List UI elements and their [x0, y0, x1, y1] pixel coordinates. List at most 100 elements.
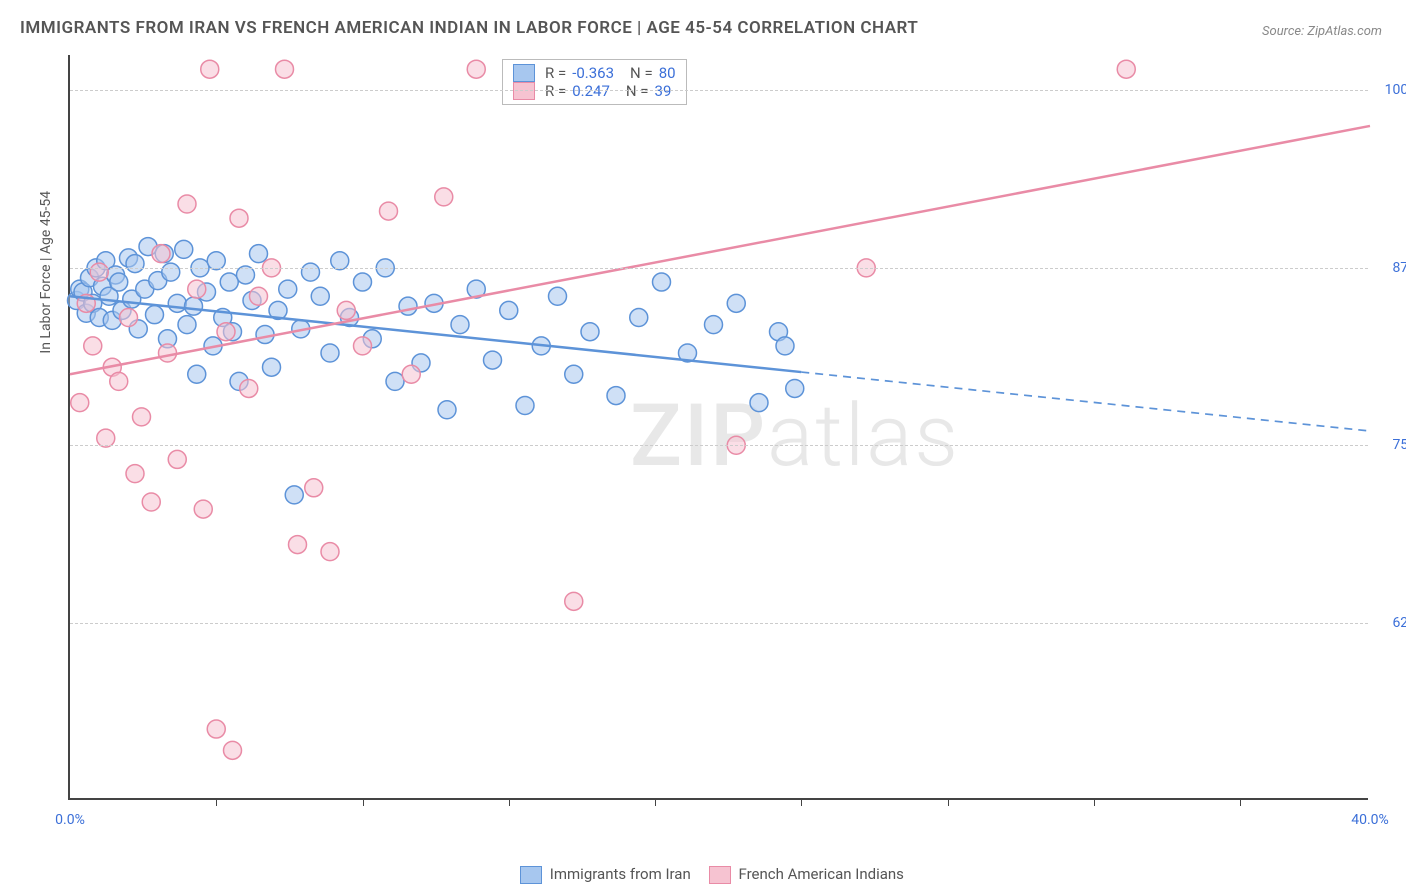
data-point: [750, 394, 768, 412]
data-point: [435, 188, 453, 206]
n-value: 80: [659, 64, 676, 82]
legend-swatch: [709, 866, 731, 884]
ytick-label: 62.5%: [1372, 615, 1406, 631]
legend-label: Immigrants from Iran: [546, 865, 691, 883]
data-point: [399, 297, 417, 315]
legend-swatch: [520, 866, 542, 884]
gridline: [70, 90, 1368, 91]
data-point: [279, 280, 297, 298]
data-point: [1117, 60, 1135, 78]
data-point: [201, 60, 219, 78]
data-point: [500, 301, 518, 319]
gridline: [70, 623, 1368, 624]
data-point: [289, 536, 307, 554]
data-point: [380, 202, 398, 220]
data-point: [152, 245, 170, 263]
data-point: [302, 263, 320, 281]
data-point: [178, 195, 196, 213]
data-point: [168, 450, 186, 468]
data-point: [194, 500, 212, 518]
page-title: IMMIGRANTS FROM IRAN VS FRENCH AMERICAN …: [20, 18, 918, 38]
data-point: [250, 287, 268, 305]
data-point: [581, 323, 599, 341]
plot-area: ZIPatlas R =-0.363N =80R =0.247N =39 62.…: [68, 55, 1368, 800]
legend-row: R = -0.363 N = 80: [513, 64, 676, 82]
data-point: [727, 294, 745, 312]
data-point: [168, 294, 186, 312]
ytick-label: 87.5%: [1372, 260, 1406, 276]
xtick: [363, 798, 364, 806]
data-point: [84, 337, 102, 355]
xtick: [1240, 798, 1241, 806]
xtick: [509, 798, 510, 806]
data-point: [263, 358, 281, 376]
xtick-label: 0.0%: [55, 812, 85, 828]
data-point: [565, 592, 583, 610]
correlation-legend: R =-0.363N =80R =0.247N =39: [502, 59, 687, 105]
data-point: [438, 401, 456, 419]
regression-line-extrapolated: [801, 372, 1370, 431]
data-point: [71, 394, 89, 412]
data-point: [110, 372, 128, 390]
data-point: [90, 263, 108, 281]
y-axis-label: In Labor Force | Age 45-54: [38, 191, 54, 354]
data-point: [185, 297, 203, 315]
data-point: [146, 306, 164, 324]
data-point: [321, 344, 339, 362]
data-point: [516, 397, 534, 415]
data-point: [133, 408, 151, 426]
data-point: [451, 316, 469, 334]
legend-swatch: [513, 64, 535, 82]
gridline: [70, 445, 1368, 446]
data-point: [630, 309, 648, 327]
data-point: [188, 280, 206, 298]
data-point: [484, 351, 502, 369]
source-label: Source: ZipAtlas.com: [1262, 24, 1382, 39]
r-value: -0.363: [572, 64, 614, 82]
xtick: [655, 798, 656, 806]
data-point: [126, 465, 144, 483]
data-point: [565, 365, 583, 383]
data-point: [207, 720, 225, 738]
data-point: [467, 60, 485, 78]
data-point: [159, 344, 177, 362]
xtick: [1094, 798, 1095, 806]
data-point: [256, 326, 274, 344]
data-point: [305, 479, 323, 497]
data-point: [786, 379, 804, 397]
xtick: [216, 798, 217, 806]
data-point: [220, 273, 238, 291]
data-point: [120, 309, 138, 327]
ytick-label: 100.0%: [1372, 82, 1406, 98]
gridline: [70, 268, 1368, 269]
data-point: [321, 543, 339, 561]
data-point: [162, 263, 180, 281]
r-label: R =: [545, 64, 566, 82]
series-legend: Immigrants from Iran French American Ind…: [0, 865, 1406, 884]
data-point: [126, 255, 144, 273]
data-point: [354, 273, 372, 291]
data-point: [276, 60, 294, 78]
data-point: [354, 337, 372, 355]
data-point: [402, 365, 420, 383]
data-point: [653, 273, 671, 291]
data-point: [188, 365, 206, 383]
chart-container: In Labor Force | Age 45-54 ZIPatlas R =-…: [48, 55, 1388, 815]
xtick: [948, 798, 949, 806]
chart-svg: [70, 55, 1368, 798]
data-point: [240, 379, 258, 397]
data-point: [776, 337, 794, 355]
data-point: [250, 245, 268, 263]
data-point: [217, 323, 235, 341]
data-point: [178, 316, 196, 334]
n-label: N =: [630, 64, 653, 82]
data-point: [110, 273, 128, 291]
data-point: [285, 486, 303, 504]
data-point: [142, 493, 160, 511]
data-point: [705, 316, 723, 334]
xtick-label: 40.0%: [1351, 812, 1389, 828]
data-point: [549, 287, 567, 305]
data-point: [230, 209, 248, 227]
data-point: [607, 387, 625, 405]
ytick-label: 75.0%: [1372, 437, 1406, 453]
